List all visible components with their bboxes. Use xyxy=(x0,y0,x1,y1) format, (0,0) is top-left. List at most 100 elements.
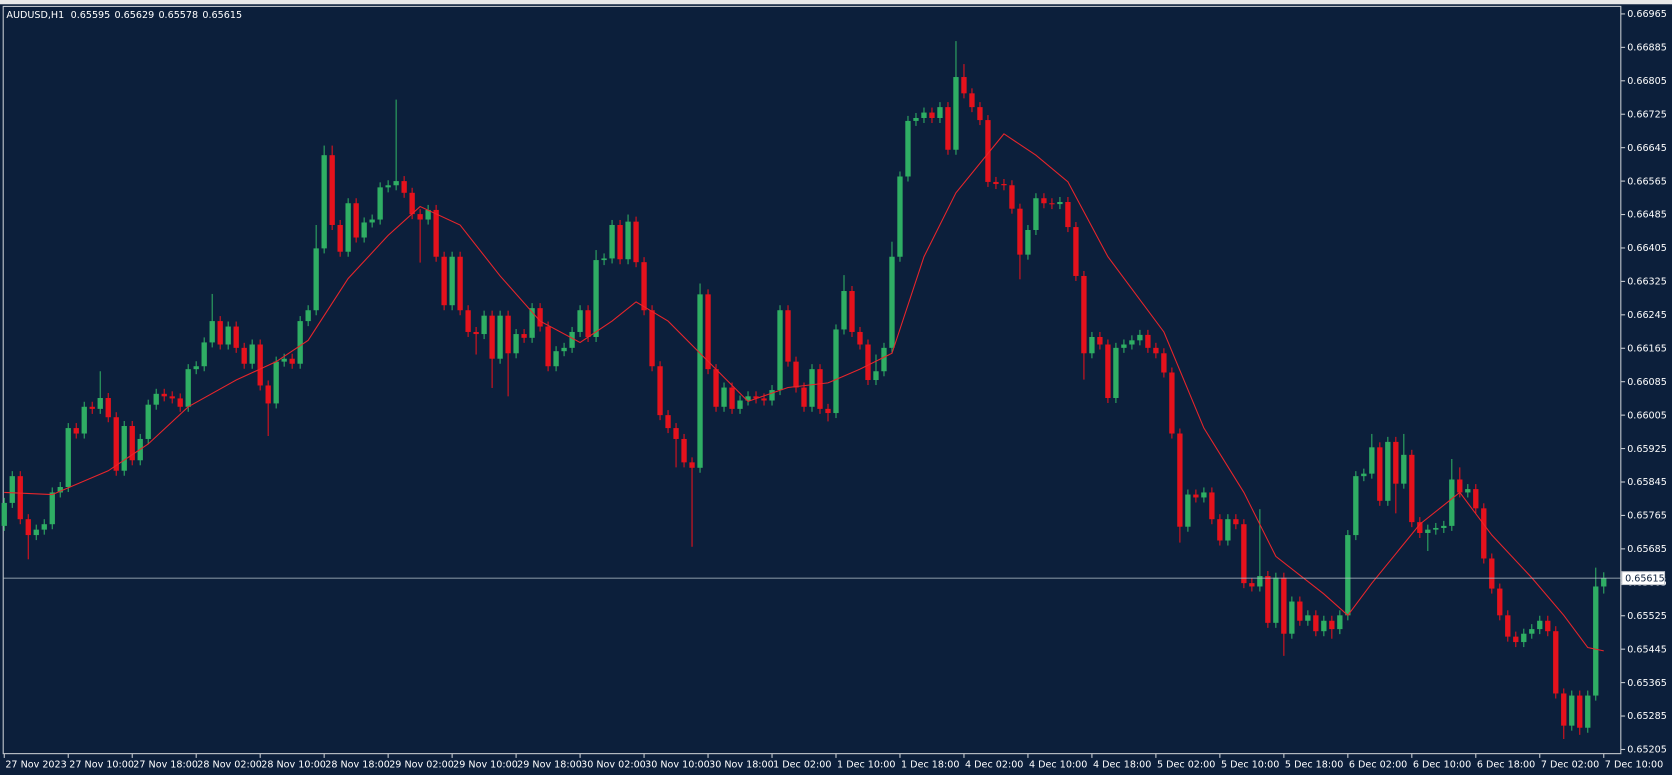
candle-body xyxy=(1057,201,1063,205)
candle-body xyxy=(425,209,431,220)
x-tick-label: 6 Dec 10:00 xyxy=(1413,760,1471,771)
x-tick-label: 29 Nov 18:00 xyxy=(517,760,582,771)
candle-body xyxy=(801,387,807,407)
plot-border xyxy=(2,5,1622,755)
candle-body xyxy=(193,366,199,370)
overlay: 0.65615 xyxy=(3,133,1666,652)
candle-body xyxy=(185,369,191,407)
axes: 0.65205 0.65285 0.65365 0.65445 0.65525 0.656… xyxy=(3,9,1667,771)
x-tick-label: 1 Dec 10:00 xyxy=(837,760,895,771)
candle-body xyxy=(353,203,359,238)
candle-body xyxy=(769,390,775,401)
x-tick-label: 4 Dec 02:00 xyxy=(965,760,1023,771)
x-tick-label: 30 Nov 18:00 xyxy=(709,760,774,771)
candle-body xyxy=(345,203,351,252)
candle-body xyxy=(625,221,631,260)
y-tick-label: 0.66405 xyxy=(1627,243,1667,254)
candle-body xyxy=(1153,347,1159,354)
candle-body xyxy=(161,393,167,397)
candle-body xyxy=(1,502,7,526)
candle-body xyxy=(1097,336,1103,345)
candle-body xyxy=(97,397,103,409)
candle-body xyxy=(1081,275,1087,354)
candle-body xyxy=(561,347,567,352)
candle-body xyxy=(945,107,951,150)
candle-body xyxy=(537,308,543,327)
candle-body xyxy=(1161,353,1167,373)
candle-body xyxy=(809,369,815,407)
candle-body xyxy=(697,294,703,468)
candle-body xyxy=(329,155,335,225)
candle-body xyxy=(401,181,407,193)
x-tick-label: 7 Dec 02:00 xyxy=(1541,760,1599,771)
y-tick-label: 0.66485 xyxy=(1627,210,1667,221)
candle-body xyxy=(225,326,231,345)
candle-body xyxy=(705,294,711,370)
candle-body xyxy=(665,415,671,429)
y-tick-label: 0.66725 xyxy=(1627,109,1667,120)
candle-body xyxy=(433,209,439,257)
candle-body xyxy=(25,519,31,536)
candle-body xyxy=(1489,558,1495,589)
candle-body xyxy=(713,369,719,407)
candle-body xyxy=(1497,588,1503,616)
candle-body xyxy=(489,315,495,359)
price-label: 0.65615 xyxy=(1625,573,1665,584)
candle-body xyxy=(1417,522,1423,533)
candle-body xyxy=(1449,479,1455,526)
candle-body xyxy=(297,321,303,364)
candle-body xyxy=(1321,620,1327,632)
x-tick-label: 5 Dec 18:00 xyxy=(1285,760,1343,771)
candle-body xyxy=(1393,441,1399,484)
candle-body xyxy=(1193,494,1199,498)
candle-body xyxy=(1289,601,1295,634)
x-tick-label: 1 Dec 18:00 xyxy=(901,760,959,771)
candle-body xyxy=(1513,636,1519,643)
candle-body xyxy=(129,425,135,461)
candle-body xyxy=(281,358,287,362)
candle-body xyxy=(1345,535,1351,616)
candle-body xyxy=(1001,184,1007,186)
candle-body xyxy=(1585,695,1591,728)
y-tick-label: 0.65685 xyxy=(1627,544,1667,555)
candle-body xyxy=(1217,519,1223,541)
candle-body xyxy=(9,476,15,503)
y-tick-label: 0.65205 xyxy=(1627,745,1667,756)
candle-body xyxy=(337,224,343,252)
candle-body xyxy=(209,321,215,343)
candle-body xyxy=(897,176,903,257)
candle-body xyxy=(1297,601,1303,621)
y-tick-label: 0.66245 xyxy=(1627,310,1667,321)
candle-body xyxy=(201,342,207,367)
candle-body xyxy=(361,222,367,238)
candle-body xyxy=(1129,340,1135,345)
candle-body xyxy=(1089,336,1095,354)
candle-body xyxy=(273,361,279,404)
candle-body xyxy=(905,120,911,177)
candle-body xyxy=(1145,334,1151,348)
candle-body xyxy=(105,397,111,418)
x-tick-label: 1 Dec 02:00 xyxy=(773,760,831,771)
y-tick-label: 0.66325 xyxy=(1627,277,1667,288)
candle-body xyxy=(1457,479,1463,493)
last-high: 0.65629 xyxy=(115,10,155,21)
candle-body xyxy=(1049,203,1055,205)
candle-body xyxy=(1169,372,1175,434)
chart-header: AUDUSD,H1 0.65595 0.65629 0.65578 0.65615 xyxy=(6,10,242,21)
candle-body xyxy=(521,334,527,338)
candle-body xyxy=(449,256,455,306)
candle-body xyxy=(177,398,183,407)
candle-body xyxy=(1241,524,1247,584)
candle-body xyxy=(1505,615,1511,637)
candle-body xyxy=(1209,492,1215,520)
candle-body xyxy=(641,262,647,311)
candle-body xyxy=(457,256,463,311)
candle-body xyxy=(593,260,599,337)
candle-body xyxy=(857,331,863,345)
x-tick-label: 6 Dec 02:00 xyxy=(1349,760,1407,771)
candle-body xyxy=(81,406,87,434)
candle-body xyxy=(793,361,799,388)
candle-body xyxy=(473,331,479,335)
candle-body xyxy=(785,310,791,362)
candle-body xyxy=(833,329,839,414)
